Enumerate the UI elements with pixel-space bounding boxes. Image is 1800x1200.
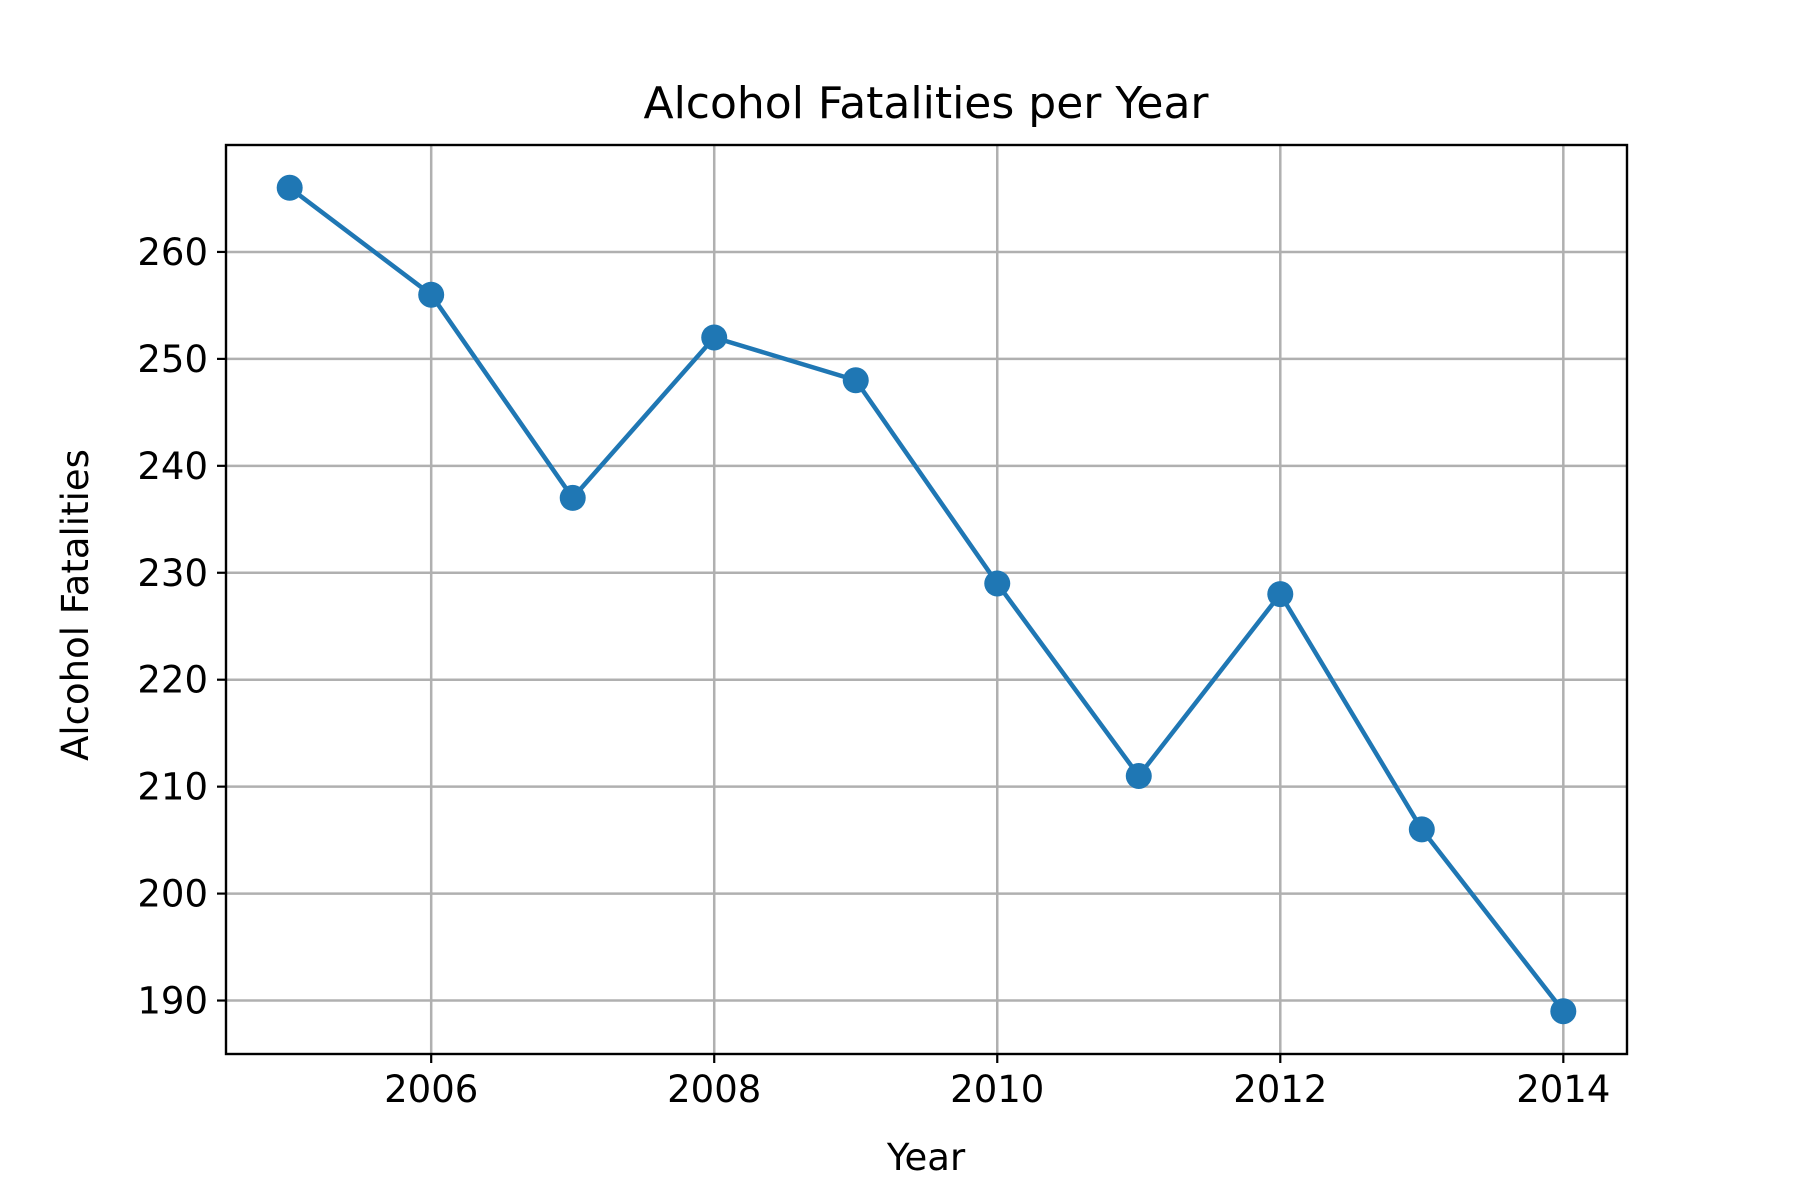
data-point [701,324,728,351]
series-line [287,185,1566,1014]
y-tick-label: 230 [137,552,208,595]
axis-ticks: 2006 2008 2010 2012 2014 190 200 210 220 230 240 25… [137,231,1610,1111]
x-tick-label: 2010 [950,1068,1044,1111]
series-layer [276,174,1577,1025]
y-tick-label: 200 [137,873,208,916]
data-point [1125,762,1152,789]
data-point [276,174,303,201]
x-tick-label: 2012 [1233,1068,1327,1111]
y-tick-label: 190 [137,980,208,1023]
x-tick-label: 2006 [384,1068,478,1111]
data-point [559,484,586,511]
data-point [1267,581,1294,608]
chart-title: Alcohol Fatalities per Year [643,78,1209,129]
plot-frame [224,143,1629,1056]
data-point [418,281,445,308]
y-tick-label: 210 [137,766,208,809]
y-axis-label: Alcohol Fatalities [54,449,97,761]
x-tick-label: 2008 [667,1068,761,1111]
y-tick-label: 250 [137,338,208,381]
x-tick-label: 2014 [1516,1068,1610,1111]
y-tick-label: 260 [137,231,208,274]
data-point [842,367,869,394]
data-point [1550,998,1577,1025]
data-point [984,570,1011,597]
grid-lines [226,145,1627,1054]
x-axis-label: Year [886,1136,966,1179]
data-point [1408,816,1435,843]
y-tick-label: 240 [137,445,208,488]
y-tick-label: 220 [137,659,208,702]
